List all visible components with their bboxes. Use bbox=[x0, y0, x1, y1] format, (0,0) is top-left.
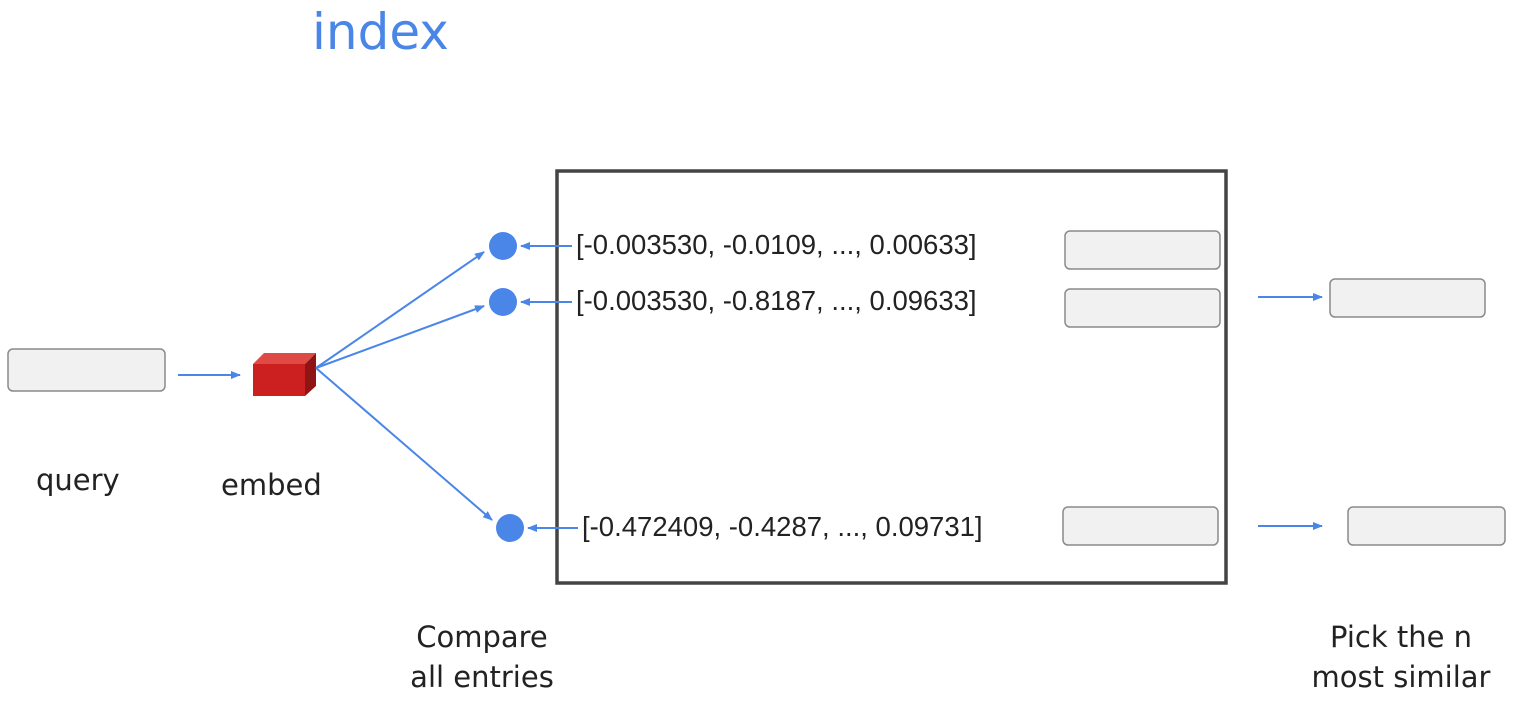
pick-label-line-1: Pick the n bbox=[1329, 620, 1473, 654]
vector-text-1: [-0.003530, -0.0109, ..., 0.00633] bbox=[576, 229, 977, 260]
embed-to-compare-arrow-1 bbox=[315, 251, 485, 369]
compare-dot-3 bbox=[496, 514, 524, 542]
compare-label-line-2: all entries bbox=[410, 660, 554, 694]
pick-label: Pick the n most similar bbox=[1296, 617, 1506, 697]
index-text-box-2 bbox=[1064, 288, 1221, 328]
compare-label-line-1: Compare bbox=[416, 620, 548, 654]
embed-label: embed bbox=[221, 468, 322, 502]
embed-to-compare-arrow-3 bbox=[315, 367, 493, 521]
embed-cube-icon bbox=[253, 353, 316, 396]
compare-dot-2 bbox=[489, 288, 517, 316]
result-box-2 bbox=[1347, 506, 1506, 546]
vector-text-3: [-0.472409, -0.4287, ..., 0.09731] bbox=[582, 511, 983, 542]
vector-text-2: [-0.003530, -0.8187, ..., 0.09633] bbox=[576, 285, 977, 316]
index-title: index bbox=[312, 3, 449, 61]
query-label: query bbox=[36, 463, 120, 497]
pick-label-line-2: most similar bbox=[1311, 660, 1491, 694]
compare-dot-1 bbox=[489, 232, 517, 260]
index-text-box-1 bbox=[1064, 230, 1221, 270]
compare-label: Compare all entries bbox=[400, 617, 564, 697]
result-box-1 bbox=[1329, 278, 1486, 318]
query-box bbox=[7, 348, 166, 392]
embed-to-compare-arrow-2 bbox=[315, 305, 485, 369]
index-box bbox=[555, 169, 1228, 585]
index-text-box-3 bbox=[1062, 506, 1219, 546]
